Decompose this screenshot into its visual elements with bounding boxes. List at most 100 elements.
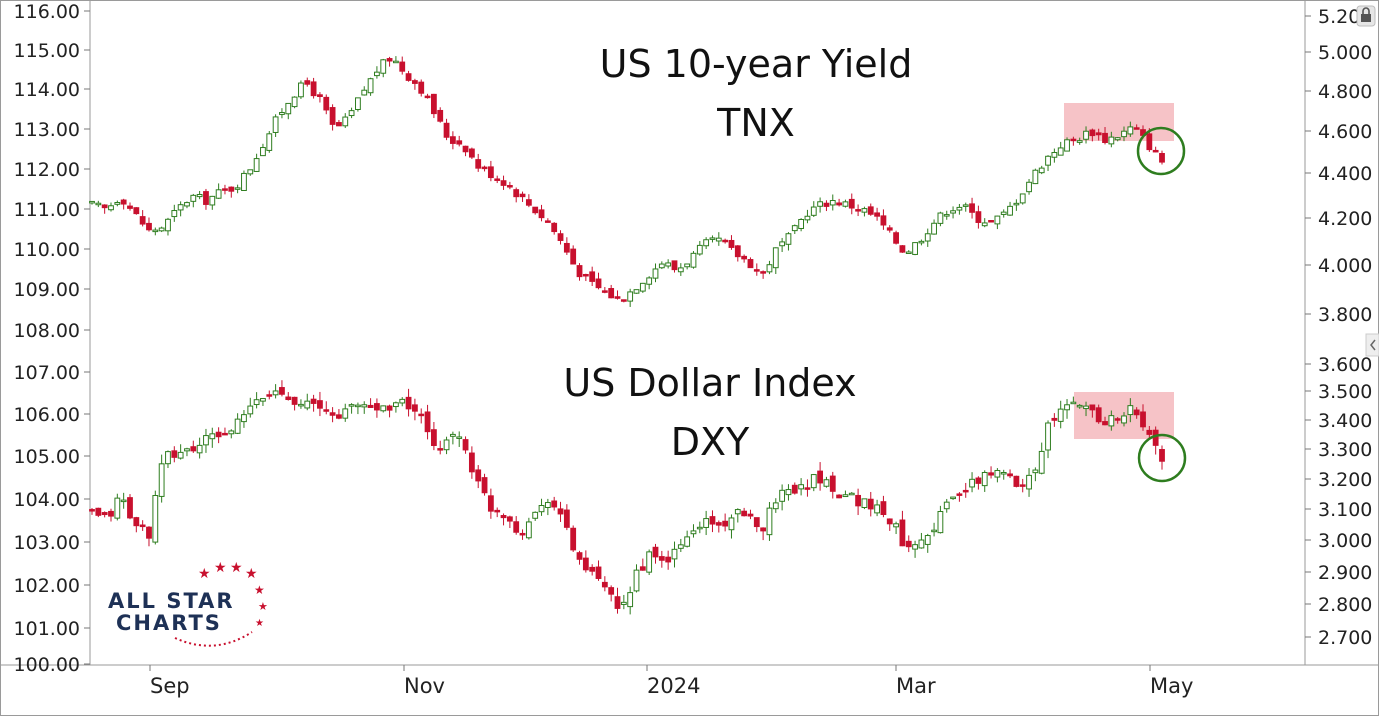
dxy-candle-body — [1070, 401, 1077, 405]
x-tick-label: Nov — [404, 674, 445, 698]
tnx-candle-body — [513, 189, 520, 198]
dxy-candle-body — [279, 387, 285, 395]
tnx-candle-body — [108, 205, 114, 211]
dxy-candle-body — [620, 601, 627, 605]
dxy-candle-body — [722, 520, 729, 527]
tnx-candle-body — [899, 245, 906, 253]
tnx-candle-body — [627, 291, 634, 302]
tnx-candle-body — [152, 229, 159, 233]
tnx-candle-body — [962, 204, 969, 207]
svg-text:★: ★ — [254, 583, 265, 597]
x-tick-0: Sep — [149, 665, 190, 698]
tnx-candle-body — [589, 271, 596, 282]
tnx-candle-body — [867, 206, 874, 215]
tnx-candle-body — [886, 227, 893, 231]
dxy-candle-body — [570, 527, 577, 551]
dxy-candle-body — [810, 474, 817, 489]
dxy-candle-body — [912, 544, 918, 550]
tnx-candle-body — [355, 97, 361, 111]
dxy-candle-body — [209, 433, 216, 440]
dxy-candle-body — [779, 489, 786, 502]
tnx-candle-body — [158, 227, 165, 232]
dxy-candle-body — [411, 404, 418, 412]
tnx-candle-body — [475, 159, 482, 169]
tnx-candle-body — [1121, 130, 1127, 138]
left-tick-5: 111.00 — [14, 199, 90, 221]
dxy-candle-body — [633, 569, 640, 592]
tnx-candle-body — [544, 220, 551, 223]
tnx-candle-body — [89, 200, 95, 204]
dxy-candle-body — [817, 470, 824, 484]
tnx-candle-body — [975, 211, 982, 223]
right-top-tick-label: 3.800 — [1318, 304, 1372, 326]
tnx-candle-body — [171, 210, 178, 218]
tnx-candle-body — [804, 215, 811, 221]
left-tick-0: 116.00 — [14, 1, 90, 23]
tnx-candle-body — [772, 247, 779, 269]
tnx-candle-body — [487, 166, 494, 179]
dxy-candle-body — [1051, 417, 1058, 421]
right-bottom-tick-label: 2.700 — [1318, 627, 1372, 649]
tnx-candle-body — [367, 78, 374, 94]
tnx-candle-body — [836, 202, 843, 206]
dxy-candle-body — [272, 390, 279, 396]
tnx-candle-body — [1083, 130, 1089, 140]
tnx-candle-body — [304, 80, 311, 85]
dxy-candle-body — [127, 497, 133, 519]
dxy-candle-body — [671, 548, 678, 560]
dxy-candle-body — [690, 530, 697, 535]
tnx-candle-body — [380, 59, 387, 74]
right-top-tick-label: 4.800 — [1318, 81, 1372, 103]
lock-icon[interactable] — [1356, 5, 1376, 27]
dxy-candle-body — [728, 517, 735, 531]
dxy-candle-body — [519, 532, 526, 536]
dxy-candle-body — [867, 498, 874, 510]
dxy-candle-body — [234, 418, 241, 434]
tnx-candle-body — [601, 290, 608, 293]
right-bottom-tick-label: 3.200 — [1318, 469, 1372, 491]
right-top-tick-7: 3.800 — [1305, 304, 1372, 326]
tnx-candle-body — [1152, 149, 1159, 153]
dxy-candle-body — [791, 484, 798, 494]
collapse-chevron-icon[interactable] — [1365, 333, 1379, 357]
tnx-candle-body — [785, 233, 792, 245]
tnx-candles — [89, 56, 1165, 307]
tnx-candle-body — [956, 206, 963, 211]
dxy-candle-body — [89, 509, 95, 512]
left-tick-1: 115.00 — [14, 40, 90, 62]
tnx-candle-body — [1127, 126, 1134, 135]
tnx-candle-body — [646, 277, 653, 285]
tnx-candle-body — [880, 215, 887, 226]
tnx-candle-body — [1076, 140, 1083, 143]
tnx-candle-body — [462, 145, 469, 153]
dxy-candle-body — [747, 513, 754, 517]
dxy-candle-body — [374, 403, 380, 411]
dxy-candle-body — [760, 527, 767, 532]
tnx-candle-body — [468, 148, 475, 158]
right-bottom-tick-label: 3.100 — [1318, 499, 1372, 521]
left-tick-16: 100.00 — [14, 654, 90, 676]
dxy-candle-body — [1152, 429, 1159, 446]
dxy-candle-body — [323, 409, 330, 412]
dxy-candle-body — [310, 398, 317, 404]
right-axis-top: 5.200 5.000 4.800 4.600 4.400 4.200 4.00… — [1305, 6, 1372, 326]
tnx-candle-body — [639, 282, 646, 292]
dxy-candle-body — [665, 556, 672, 563]
dxy-candle-body — [981, 471, 988, 487]
left-tick-2: 114.00 — [14, 79, 90, 101]
tnx-candle-body — [1095, 132, 1102, 136]
dxy-candle-body — [551, 500, 558, 508]
left-tick-3: 113.00 — [14, 119, 90, 141]
tnx-candle-body — [190, 194, 197, 202]
tnx-candle-body — [449, 136, 456, 144]
dxy-symbol: DXY — [671, 420, 750, 464]
x-axis: Sep Nov 2024 Mar May — [149, 665, 1193, 698]
dxy-candle-body — [500, 515, 507, 519]
right-top-tick-4: 4.400 — [1305, 163, 1372, 185]
tnx-candle-body — [633, 289, 640, 294]
dxy-candle-body — [994, 469, 1001, 478]
dxy-candle-body — [108, 510, 114, 517]
tnx-candle-body — [317, 94, 323, 98]
svg-text:★: ★ — [198, 566, 211, 582]
tnx-candle-body — [658, 263, 665, 269]
